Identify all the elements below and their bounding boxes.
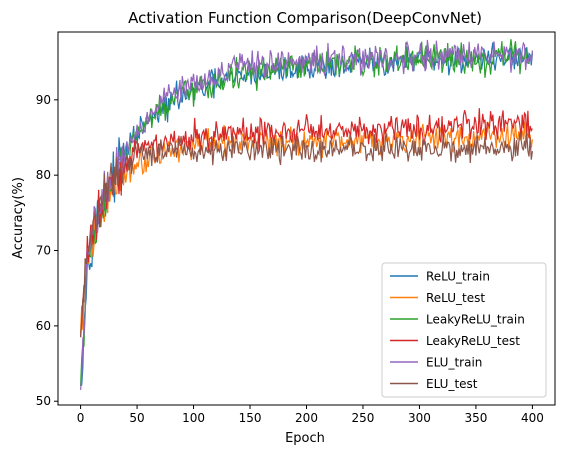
x-tick-label: 150 bbox=[239, 411, 262, 425]
y-axis-label: Accuracy(%) bbox=[11, 177, 26, 259]
legend-label: ReLU_train bbox=[426, 270, 490, 284]
y-tick-label: 60 bbox=[36, 319, 51, 333]
x-tick-label: 400 bbox=[521, 411, 544, 425]
legend-label: ELU_train bbox=[426, 356, 482, 370]
legend-label: LeakyReLU_train bbox=[426, 313, 525, 327]
legend-label: ReLU_test bbox=[426, 291, 485, 305]
y-tick-label: 90 bbox=[36, 93, 51, 107]
chart-title: Activation Function Comparison(DeepConvN… bbox=[128, 9, 482, 27]
x-tick-label: 300 bbox=[408, 411, 431, 425]
x-tick-label: 0 bbox=[77, 411, 85, 425]
series-line-leakyrelu-train bbox=[79, 39, 533, 387]
plot-area bbox=[79, 39, 534, 390]
series-line-elu-test bbox=[79, 132, 534, 338]
x-tick-label: 200 bbox=[295, 411, 318, 425]
y-tick-label: 80 bbox=[36, 168, 51, 182]
x-axis: 0 50 100 150 200 250 300 350 400 bbox=[77, 405, 544, 425]
series-line-leakyrelu-test bbox=[79, 108, 533, 338]
y-tick-label: 50 bbox=[36, 394, 51, 408]
x-tick-label: 50 bbox=[129, 411, 144, 425]
x-tick-label: 100 bbox=[182, 411, 205, 425]
y-axis: 50 60 70 80 90 bbox=[36, 93, 58, 408]
series-line-elu-train bbox=[79, 39, 534, 390]
legend: ReLU_train ReLU_test LeakyReLU_train LeakyR… bbox=[381, 262, 547, 398]
legend-label: ELU_test bbox=[426, 377, 478, 391]
x-tick-label: 250 bbox=[352, 411, 375, 425]
x-tick-label: 350 bbox=[464, 411, 487, 425]
legend-label: LeakyReLU_test bbox=[426, 334, 520, 348]
legend-box bbox=[381, 262, 547, 398]
x-axis-label: Epoch bbox=[285, 431, 325, 446]
y-tick-label: 70 bbox=[36, 244, 51, 258]
